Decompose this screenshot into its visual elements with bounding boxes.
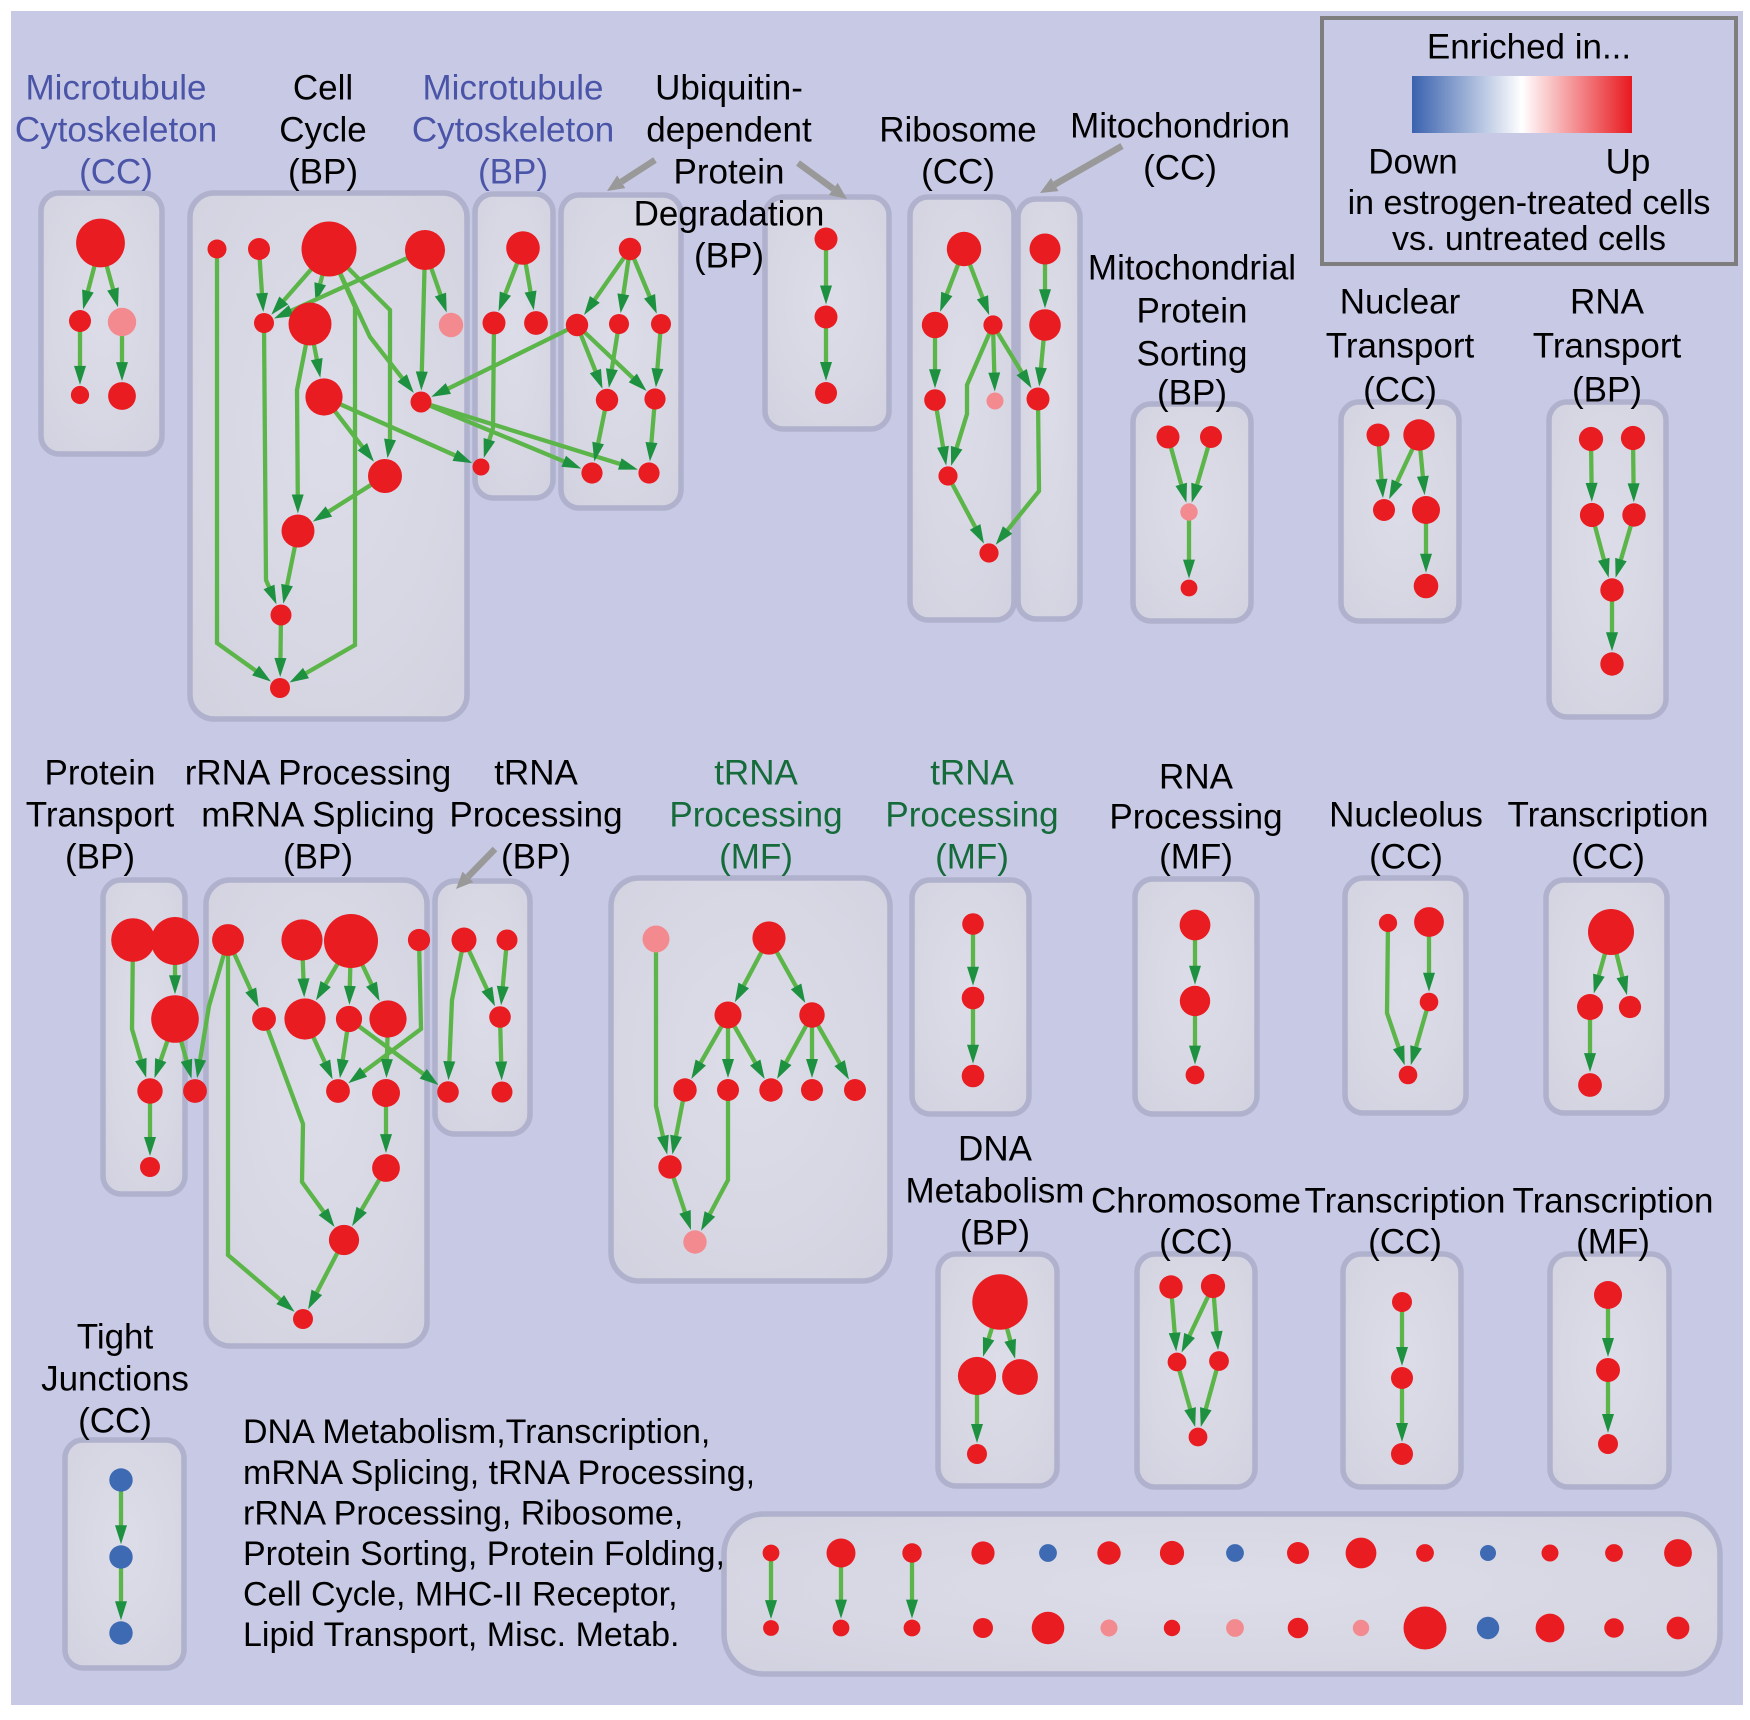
svg-text:DNA Metabolism,Transcription,: DNA Metabolism,Transcription, — [243, 1413, 710, 1451]
svg-text:Degradation: Degradation — [634, 195, 825, 234]
svg-text:Mitochondrion: Mitochondrion — [1070, 107, 1290, 146]
svg-text:rRNA Processing: rRNA Processing — [185, 754, 451, 793]
svg-text:(CC): (CC) — [1368, 1223, 1442, 1262]
svg-text:(CC): (CC) — [921, 153, 995, 192]
svg-text:Processing: Processing — [669, 796, 842, 835]
svg-text:Cell Cycle, MHC-II Receptor,: Cell Cycle, MHC-II Receptor, — [243, 1576, 678, 1614]
svg-text:Down: Down — [1368, 143, 1457, 182]
svg-text:Transcription: Transcription — [1305, 1182, 1506, 1221]
svg-text:tRNA: tRNA — [714, 754, 798, 793]
svg-text:(CC): (CC) — [1369, 838, 1443, 877]
svg-text:(MF): (MF) — [719, 838, 793, 877]
svg-text:Protein: Protein — [1137, 292, 1248, 331]
svg-text:(BP): (BP) — [478, 153, 548, 192]
svg-text:Protein Sorting, Protein Foldi: Protein Sorting, Protein Folding, — [243, 1535, 725, 1573]
svg-text:Transcription: Transcription — [1508, 796, 1709, 835]
svg-text:Cycle: Cycle — [279, 111, 367, 150]
svg-text:(BP): (BP) — [288, 153, 358, 192]
svg-text:(BP): (BP) — [1157, 374, 1227, 413]
svg-text:(BP): (BP) — [65, 838, 135, 877]
svg-text:mRNA Splicing: mRNA Splicing — [201, 796, 434, 835]
svg-text:(BP): (BP) — [960, 1214, 1030, 1253]
svg-text:Processing: Processing — [885, 796, 1058, 835]
svg-text:RNA: RNA — [1159, 758, 1234, 797]
svg-text:RNA: RNA — [1570, 283, 1645, 322]
svg-text:Enriched in...: Enriched in... — [1427, 28, 1631, 67]
svg-text:Transcription: Transcription — [1513, 1182, 1714, 1221]
svg-text:(MF): (MF) — [1159, 838, 1233, 877]
svg-text:(CC): (CC) — [79, 153, 153, 192]
svg-text:Metabolism: Metabolism — [906, 1172, 1085, 1211]
svg-text:Nuclear: Nuclear — [1340, 283, 1461, 322]
svg-text:Up: Up — [1606, 143, 1651, 182]
svg-text:Transport: Transport — [1326, 327, 1475, 366]
svg-text:Sorting: Sorting — [1137, 335, 1248, 374]
svg-text:Lipid Transport, Misc. Metab.: Lipid Transport, Misc. Metab. — [243, 1616, 680, 1654]
svg-text:(MF): (MF) — [1576, 1223, 1650, 1262]
svg-text:in estrogen-treated cells: in estrogen-treated cells — [1348, 184, 1711, 222]
svg-text:(MF): (MF) — [935, 838, 1009, 877]
svg-text:Ribosome: Ribosome — [879, 111, 1037, 150]
svg-text:Cell: Cell — [293, 69, 353, 108]
svg-text:Cytoskeleton: Cytoskeleton — [15, 111, 217, 150]
svg-text:Cytoskeleton: Cytoskeleton — [412, 111, 614, 150]
svg-text:Protein: Protein — [674, 153, 785, 192]
svg-text:Processing: Processing — [449, 796, 622, 835]
svg-text:Microtubule: Microtubule — [26, 69, 207, 108]
svg-text:(CC): (CC) — [1143, 149, 1217, 188]
svg-text:(BP): (BP) — [283, 838, 353, 877]
svg-text:Nucleolus: Nucleolus — [1329, 796, 1483, 835]
svg-text:dependent: dependent — [646, 111, 812, 150]
svg-text:(CC): (CC) — [1363, 371, 1437, 410]
svg-text:(BP): (BP) — [1572, 371, 1642, 410]
svg-text:tRNA: tRNA — [930, 754, 1014, 793]
svg-text:Microtubule: Microtubule — [423, 69, 604, 108]
svg-text:(CC): (CC) — [78, 1402, 152, 1441]
svg-text:Transport: Transport — [1533, 327, 1682, 366]
svg-text:DNA: DNA — [958, 1130, 1033, 1169]
svg-text:tRNA: tRNA — [494, 754, 578, 793]
svg-text:rRNA Processing, Ribosome,: rRNA Processing, Ribosome, — [243, 1494, 683, 1532]
svg-text:Junctions: Junctions — [41, 1360, 189, 1399]
svg-text:Processing: Processing — [1109, 798, 1282, 837]
svg-text:(BP): (BP) — [501, 838, 571, 877]
svg-text:Mitochondrial: Mitochondrial — [1088, 249, 1296, 288]
svg-text:Protein: Protein — [45, 754, 156, 793]
svg-text:vs. untreated cells: vs. untreated cells — [1392, 220, 1666, 258]
svg-text:Chromosome: Chromosome — [1091, 1182, 1301, 1221]
svg-text:(CC): (CC) — [1159, 1223, 1233, 1262]
svg-text:Transport: Transport — [26, 796, 175, 835]
svg-text:mRNA Splicing, tRNA Processing: mRNA Splicing, tRNA Processing, — [243, 1454, 755, 1492]
svg-text:(BP): (BP) — [694, 237, 764, 276]
svg-text:(CC): (CC) — [1571, 838, 1645, 877]
svg-text:Tight: Tight — [77, 1318, 154, 1357]
svg-text:Ubiquitin-: Ubiquitin- — [655, 69, 803, 108]
